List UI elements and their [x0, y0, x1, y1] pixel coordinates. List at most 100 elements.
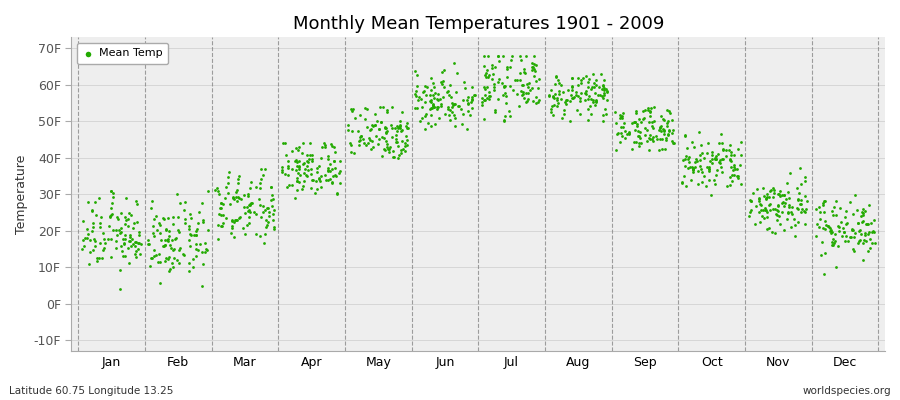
- Mean Temp: [380, 144, 394, 150]
- Mean Temp: [167, 255, 182, 262]
- Mean Temp: [750, 186, 764, 192]
- Mean Temp: [797, 193, 812, 199]
- Mean Temp: [706, 176, 721, 183]
- Mean Temp: [158, 237, 172, 243]
- Mean Temp: [547, 95, 562, 102]
- Mean Temp: [587, 84, 601, 90]
- Mean Temp: [491, 78, 505, 85]
- Mean Temp: [792, 201, 806, 207]
- Mean Temp: [632, 133, 646, 139]
- Mean Temp: [791, 218, 806, 225]
- Mean Temp: [323, 161, 338, 167]
- Mean Temp: [380, 107, 394, 113]
- Mean Temp: [194, 248, 209, 255]
- Mean Temp: [409, 90, 423, 97]
- Mean Temp: [461, 108, 475, 114]
- Mean Temp: [243, 200, 257, 207]
- Mean Temp: [544, 87, 558, 94]
- Mean Temp: [419, 84, 434, 90]
- Mean Temp: [848, 230, 862, 236]
- Mean Temp: [264, 184, 278, 190]
- Mean Temp: [518, 90, 533, 96]
- Mean Temp: [792, 165, 806, 172]
- Mean Temp: [461, 94, 475, 100]
- Mean Temp: [679, 153, 693, 160]
- Mean Temp: [562, 98, 577, 104]
- Mean Temp: [234, 196, 248, 202]
- Mean Temp: [328, 165, 343, 171]
- Mean Temp: [166, 246, 181, 253]
- Y-axis label: Temperature: Temperature: [15, 154, 28, 234]
- Mean Temp: [211, 236, 225, 242]
- Mean Temp: [556, 89, 571, 96]
- Mean Temp: [591, 84, 606, 91]
- Mean Temp: [361, 140, 375, 146]
- Mean Temp: [571, 93, 585, 99]
- Mean Temp: [456, 96, 471, 103]
- Mean Temp: [481, 84, 495, 90]
- Mean Temp: [770, 216, 784, 223]
- Mean Temp: [686, 166, 700, 172]
- Mean Temp: [724, 164, 738, 170]
- Mean Temp: [600, 96, 615, 103]
- Mean Temp: [182, 223, 196, 229]
- Mean Temp: [497, 118, 511, 124]
- Mean Temp: [856, 210, 870, 217]
- Mean Temp: [165, 260, 179, 266]
- Mean Temp: [436, 78, 450, 84]
- Mean Temp: [637, 115, 652, 121]
- Mean Temp: [122, 238, 137, 244]
- Mean Temp: [426, 80, 440, 86]
- Mean Temp: [791, 190, 806, 196]
- Mean Temp: [545, 112, 560, 118]
- Mean Temp: [108, 244, 122, 251]
- Mean Temp: [821, 223, 835, 230]
- Mean Temp: [598, 90, 612, 96]
- Mean Temp: [771, 208, 786, 214]
- Mean Temp: [314, 144, 328, 150]
- Mean Temp: [76, 218, 90, 225]
- Mean Temp: [223, 230, 238, 237]
- Mean Temp: [478, 86, 492, 93]
- Mean Temp: [306, 176, 320, 183]
- Mean Temp: [613, 114, 627, 121]
- Mean Temp: [210, 185, 224, 191]
- Mean Temp: [110, 214, 124, 220]
- Mean Temp: [525, 85, 539, 92]
- Mean Temp: [344, 142, 358, 148]
- Mean Temp: [330, 190, 345, 197]
- Mean Temp: [183, 211, 197, 217]
- Mean Temp: [790, 196, 805, 203]
- Mean Temp: [769, 210, 783, 217]
- Mean Temp: [464, 105, 479, 112]
- Mean Temp: [779, 216, 794, 222]
- Mean Temp: [332, 170, 347, 176]
- Mean Temp: [292, 172, 307, 178]
- Mean Temp: [479, 70, 493, 76]
- Mean Temp: [857, 237, 871, 244]
- Mean Temp: [766, 185, 780, 191]
- Mean Temp: [850, 240, 865, 246]
- Mean Temp: [157, 243, 171, 250]
- Mean Temp: [447, 115, 462, 121]
- Mean Temp: [355, 133, 369, 139]
- Mean Temp: [645, 134, 660, 140]
- Mean Temp: [633, 140, 647, 146]
- Mean Temp: [244, 200, 258, 206]
- Mean Temp: [783, 209, 797, 215]
- Mean Temp: [476, 53, 491, 60]
- Mean Temp: [780, 209, 795, 216]
- Mean Temp: [295, 183, 310, 189]
- Mean Temp: [597, 85, 611, 92]
- Mean Temp: [497, 82, 511, 89]
- Mean Temp: [122, 216, 136, 222]
- Mean Temp: [757, 193, 771, 200]
- Mean Temp: [708, 153, 723, 159]
- Mean Temp: [642, 147, 656, 154]
- Mean Temp: [109, 227, 123, 234]
- Mean Temp: [760, 214, 774, 220]
- Mean Temp: [170, 227, 184, 234]
- Mean Temp: [90, 258, 104, 264]
- Mean Temp: [610, 130, 625, 137]
- Mean Temp: [838, 214, 852, 220]
